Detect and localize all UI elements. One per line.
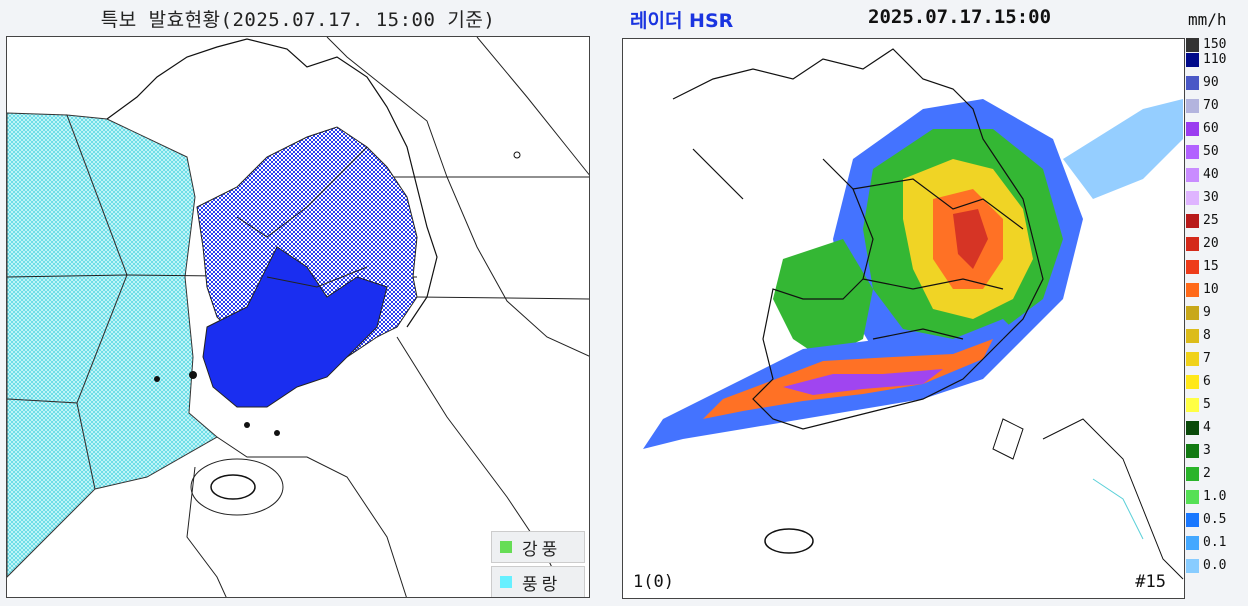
colorbar-label: 0.5 [1203,512,1227,527]
colorbar-swatch [1186,421,1199,435]
colorbar-swatch [1186,260,1199,274]
colorbar-row: 2 [1186,467,1248,481]
radar-map-graphic [643,48,1184,580]
colorbar-swatch [1186,536,1199,550]
colorbar-swatch [1186,237,1199,251]
colorbar-label: 50 [1203,144,1219,159]
colorbar-swatch [1186,375,1199,389]
colorbar-row: 10 [1186,283,1248,297]
colorbar-label: 8 [1203,328,1211,343]
colorbar-swatch [1186,76,1199,90]
colorbar-label: 0.0 [1203,558,1227,573]
radar-datetime: 2025.07.17.15:00 [868,6,1052,28]
colorbar-label: 20 [1203,236,1219,251]
legend-label-wave: 풍랑 [522,574,562,595]
colorbar-swatch [1186,122,1199,136]
colorbar-row: 30 [1186,191,1248,205]
colorbar-label: 4 [1203,420,1211,435]
colorbar-swatch [1186,352,1199,366]
colorbar-label: 25 [1203,213,1219,228]
colorbar-swatch [1186,38,1199,52]
colorbar-row: 40 [1186,168,1248,182]
colorbar-row: 5 [1186,398,1248,412]
jeju-island [210,474,256,500]
colorbar-label: 70 [1203,98,1219,113]
colorbar-row: 9 [1186,306,1248,320]
rain-rate-colorbar: 150 110 90 70 60 50 40 30 25 20 15 10 9 … [1186,38,1248,598]
jeju-zone [190,458,284,516]
colorbar-row: 50 [1186,145,1248,159]
colorbar-swatch [1186,513,1199,527]
colorbar-row: 6 [1186,375,1248,389]
radar-frame-number: #15 [1131,572,1170,592]
colorbar-swatch [1186,214,1199,228]
colorbar-swatch [1186,444,1199,458]
colorbar-row: 0.5 [1186,513,1248,527]
sea-zone-west-inner [66,114,218,490]
colorbar-swatch [1186,329,1199,343]
rain-warning-region [202,246,388,408]
colorbar-row: 3 [1186,444,1248,458]
colorbar-row: 70 [1186,99,1248,113]
colorbar-swatch [1186,467,1199,481]
colorbar-swatch [1186,145,1199,159]
colorbar-label: 15 [1203,259,1219,274]
colorbar-row: 1.0 [1186,490,1248,504]
colorbar-label: 40 [1203,167,1219,182]
colorbar-label: 30 [1203,190,1219,205]
colorbar-label: 110 [1203,52,1227,67]
colorbar-row: 25 [1186,214,1248,228]
colorbar-label: 9 [1203,305,1211,320]
colorbar-label: 0.1 [1203,535,1227,550]
warning-legend: 강풍 풍랑 호우 [491,531,585,597]
radar-title: 레이더 HSR [630,10,734,32]
colorbar-row: 0.0 [1186,559,1248,573]
legend-item-wave: 풍랑 [491,566,585,597]
colorbar-row: 20 [1186,237,1248,251]
colorbar-swatch [1186,99,1199,113]
colorbar-row: 15 [1186,260,1248,274]
colorbar-swatch [1186,53,1199,67]
radar-header: 레이더 HSR 2025.07.17.15:00 mm/h [622,0,1248,38]
legend-label-strong-wind: 강풍 [522,539,562,560]
legend-swatch-strong-wind [500,541,512,553]
legend-item-strong-wind: 강풍 [491,531,585,563]
colorbar-row: 0.1 [1186,536,1248,550]
colorbar-label: 90 [1203,75,1219,90]
colorbar-label: 7 [1203,351,1211,366]
colorbar-label: 2 [1203,466,1211,481]
colorbar-swatch [1186,559,1199,573]
warning-map[interactable]: 강풍 풍랑 호우 [6,36,590,598]
colorbar-swatch [1186,306,1199,320]
colorbar-swatch [1186,490,1199,504]
colorbar-swatch [1186,283,1199,297]
colorbar-label: 10 [1203,282,1219,297]
colorbar-row: 150 [1186,38,1248,52]
colorbar-label: 6 [1203,374,1211,389]
north-coast [106,38,438,328]
colorbar-label: 5 [1203,397,1211,412]
colorbar-row: 7 [1186,352,1248,366]
unit-label: mm/h [1188,10,1227,29]
colorbar-label: 1.0 [1203,489,1227,504]
colorbar-swatch [1186,191,1199,205]
colorbar-label: 150 [1203,37,1227,52]
colorbar-row: 8 [1186,329,1248,343]
colorbar-row: 90 [1186,76,1248,90]
colorbar-label: 3 [1203,443,1211,458]
colorbar-row: 4 [1186,421,1248,435]
precipitation-field [643,99,1183,449]
colorbar-label: 60 [1203,121,1219,136]
colorbar-swatch [1186,168,1199,182]
warning-map-graphic [7,37,589,597]
colorbar-swatch [1186,398,1199,412]
radar-jeju-island [764,528,814,554]
radar-map[interactable]: 1(0) #15 [622,38,1185,599]
legend-swatch-wave [500,576,512,588]
colorbar-row: 60 [1186,122,1248,136]
radar-station-count: 1(0) [633,572,674,592]
colorbar-row: 110 [1186,53,1248,67]
warning-status-title: 특보 발효현황(2025.07.17. 15:00 기준) [100,8,496,31]
